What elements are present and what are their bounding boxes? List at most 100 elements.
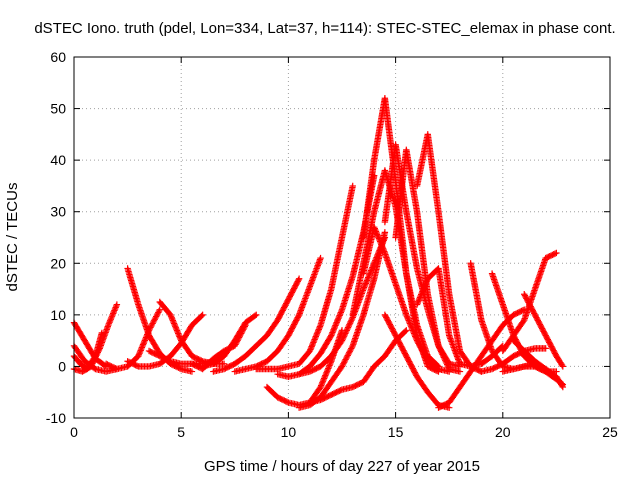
data-point <box>409 365 416 372</box>
data-point <box>338 327 346 334</box>
data-point <box>547 341 554 349</box>
data-point <box>286 293 294 300</box>
data-point <box>383 315 391 323</box>
data-point <box>402 328 409 335</box>
data-point <box>341 357 349 365</box>
data-point <box>439 351 446 358</box>
data-point <box>403 352 410 360</box>
data-point <box>419 348 426 355</box>
data-point <box>381 229 389 236</box>
data-point <box>528 304 535 312</box>
data-point <box>435 342 442 349</box>
data-point <box>349 182 356 190</box>
data-point <box>106 317 114 324</box>
data-point <box>531 310 538 317</box>
data-point <box>537 322 544 330</box>
data-point <box>534 317 542 324</box>
data-point <box>348 343 356 351</box>
data-point <box>420 349 427 357</box>
data-point <box>403 354 411 361</box>
data-point <box>519 307 527 314</box>
data-point <box>519 348 527 355</box>
data-point <box>98 329 106 337</box>
x-tick-label: 20 <box>495 424 511 440</box>
data-point <box>410 366 417 374</box>
data-point <box>285 332 292 339</box>
data-point <box>538 325 546 332</box>
data-point <box>276 312 284 320</box>
data-point <box>345 350 352 358</box>
data-point <box>523 296 531 303</box>
data-point <box>109 311 116 319</box>
data-point <box>551 350 559 357</box>
data-point <box>110 310 117 317</box>
data-point <box>408 362 415 369</box>
data-point <box>288 326 295 334</box>
data-point <box>346 348 354 355</box>
data-point <box>287 292 294 299</box>
data-point <box>105 320 113 327</box>
data-point <box>343 354 350 362</box>
data-point <box>439 352 447 360</box>
data-point <box>407 361 414 368</box>
data-point <box>394 336 401 343</box>
data-point <box>278 309 285 317</box>
data-point <box>348 317 355 324</box>
data-point <box>283 398 291 406</box>
data-point <box>345 322 352 330</box>
data-point <box>287 328 294 335</box>
data-point <box>292 318 299 325</box>
data-point <box>348 315 356 323</box>
data-point <box>422 353 429 361</box>
x-tick-label: 15 <box>388 424 404 440</box>
data-point <box>393 333 400 341</box>
data-point <box>550 347 557 354</box>
data-point <box>410 368 418 375</box>
data-point <box>385 319 393 327</box>
data-point <box>533 314 540 321</box>
data-point <box>540 328 547 335</box>
data-point <box>108 313 116 320</box>
plot-frame <box>73 56 611 419</box>
data-point <box>108 314 115 322</box>
data-point <box>290 321 298 328</box>
data-point <box>113 301 121 308</box>
data-point <box>289 324 296 331</box>
data-point <box>346 321 353 328</box>
data-point <box>529 307 537 314</box>
data-point <box>531 311 539 319</box>
data-point <box>152 314 159 322</box>
data-point <box>542 345 549 352</box>
y-tick-label: 40 <box>50 152 66 168</box>
data-point <box>275 314 283 321</box>
data-point <box>386 321 394 328</box>
data-point <box>527 303 534 310</box>
data-point <box>290 285 298 292</box>
data-point <box>446 368 453 375</box>
y-tick-label: 60 <box>50 49 66 65</box>
data-point <box>553 249 560 257</box>
data-point <box>290 322 297 330</box>
data-point <box>156 306 163 313</box>
data-point <box>525 299 532 306</box>
data-point <box>526 302 534 309</box>
data-point <box>535 318 542 325</box>
data-point <box>286 329 294 336</box>
data-point <box>545 337 552 345</box>
data-point <box>390 329 398 336</box>
x-tick-label: 10 <box>281 424 297 440</box>
data-point <box>390 328 397 335</box>
data-point <box>111 307 118 314</box>
data-point <box>288 325 296 332</box>
data-point <box>340 359 348 366</box>
data-point <box>288 289 296 296</box>
data-point <box>420 351 428 358</box>
data-point <box>546 340 554 347</box>
data-point <box>253 311 260 319</box>
data-point <box>295 313 302 320</box>
data-point <box>413 337 421 344</box>
data-point <box>414 338 421 346</box>
data-point <box>442 358 450 365</box>
data-point <box>542 332 549 339</box>
